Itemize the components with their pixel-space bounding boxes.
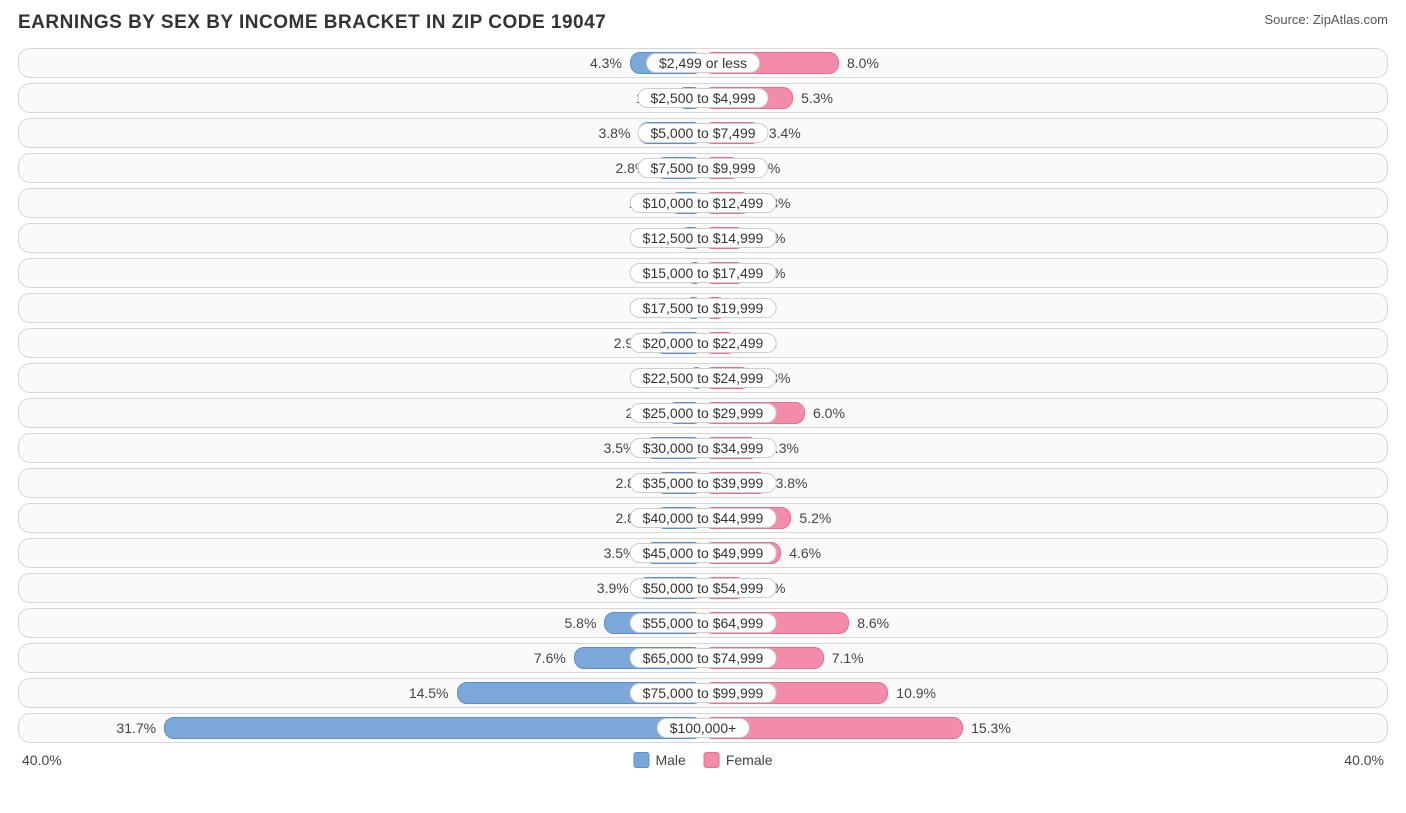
legend-male-label: Male bbox=[655, 752, 685, 768]
female-pct-label: 4.6% bbox=[789, 545, 821, 561]
bracket-label: $5,000 to $7,499 bbox=[637, 123, 768, 143]
female-pct-label: 5.3% bbox=[801, 90, 833, 106]
female-pct-label: 10.9% bbox=[896, 685, 936, 701]
chart-row: 1.4%2.5%$12,500 to $14,999 bbox=[18, 223, 1388, 253]
chart-row: 5.8% 8.6% $55,000 to $64,999 bbox=[18, 608, 1388, 638]
chart-row: 1.6%5.3%$2,500 to $4,999 bbox=[18, 83, 1388, 113]
female-pct-label: 8.6% bbox=[857, 615, 889, 631]
female-pct-label: 3.4% bbox=[769, 125, 801, 141]
chart-row: 2.2%6.0%$25,000 to $29,999 bbox=[18, 398, 1388, 428]
chart-row: 3.8% 3.4%$5,000 to $7,499 bbox=[18, 118, 1388, 148]
female-pct-label: 7.1% bbox=[832, 650, 864, 666]
axis-max-right: 40.0% bbox=[1344, 752, 1384, 768]
bracket-label: $65,000 to $74,999 bbox=[630, 648, 777, 668]
legend-female-label: Female bbox=[726, 752, 773, 768]
chart-footer: 40.0% Male Female 40.0% bbox=[18, 749, 1388, 771]
bracket-label: $30,000 to $34,999 bbox=[630, 438, 777, 458]
bracket-label: $15,000 to $17,499 bbox=[630, 263, 777, 283]
male-bar bbox=[164, 717, 703, 739]
chart-title: EARNINGS BY SEX BY INCOME BRACKET IN ZIP… bbox=[18, 12, 606, 34]
chart-row: 7.6% 7.1% $65,000 to $74,999 bbox=[18, 643, 1388, 673]
legend-male: Male bbox=[633, 752, 685, 768]
male-pct-label: 31.7% bbox=[116, 720, 156, 736]
chart-row: 3.5%4.6%$45,000 to $49,999 bbox=[18, 538, 1388, 568]
bracket-label: $35,000 to $39,999 bbox=[630, 473, 777, 493]
bracket-label: $45,000 to $49,999 bbox=[630, 543, 777, 563]
chart-row: 0.77%2.8%$22,500 to $24,999 bbox=[18, 363, 1388, 393]
chart-header: EARNINGS BY SEX BY INCOME BRACKET IN ZIP… bbox=[18, 12, 1388, 34]
male-pct-label: 3.8% bbox=[598, 125, 630, 141]
bracket-label: $22,500 to $24,999 bbox=[630, 368, 777, 388]
bracket-label: $12,500 to $14,999 bbox=[630, 228, 777, 248]
bracket-label: $20,000 to $22,499 bbox=[630, 333, 777, 353]
bracket-label: $55,000 to $64,999 bbox=[630, 613, 777, 633]
chart-row: 2.8%2.2%$7,500 to $9,999 bbox=[18, 153, 1388, 183]
male-pct-label: 14.5% bbox=[409, 685, 449, 701]
male-pct-label: 4.3% bbox=[590, 55, 622, 71]
swatch-female bbox=[704, 752, 720, 768]
chart-row: 2.8%3.8%$35,000 to $39,999 bbox=[18, 468, 1388, 498]
chart-row: 14.5% 10.9% $75,000 to $99,999 bbox=[18, 678, 1388, 708]
bracket-label: $40,000 to $44,999 bbox=[630, 508, 777, 528]
bracket-label: $7,500 to $9,999 bbox=[637, 158, 768, 178]
male-pct-label: 3.9% bbox=[597, 580, 629, 596]
chart-row: 3.5%3.3%$30,000 to $34,999 bbox=[18, 433, 1388, 463]
legend: Male Female bbox=[633, 752, 772, 768]
chart-row: 3.9%2.5%$50,000 to $54,999 bbox=[18, 573, 1388, 603]
chart-row: 1.0%2.5%$15,000 to $17,499 bbox=[18, 258, 1388, 288]
swatch-male bbox=[633, 752, 649, 768]
chart-row: 4.3% 8.0% $2,499 or less bbox=[18, 48, 1388, 78]
bracket-label: $2,499 or less bbox=[646, 53, 760, 73]
bracket-label: $2,500 to $4,999 bbox=[637, 88, 768, 108]
chart-area: 4.3%8.0%$2,499 or less1.6%5.3%$2,500 to … bbox=[18, 48, 1388, 743]
female-pct-label: 15.3% bbox=[971, 720, 1011, 736]
female-pct-label: 3.8% bbox=[776, 475, 808, 491]
chart-row: 31.7% 15.3% $100,000+ bbox=[18, 713, 1388, 743]
bracket-label: $17,500 to $19,999 bbox=[630, 298, 777, 318]
chart-row: 2.8%5.2%$40,000 to $44,999 bbox=[18, 503, 1388, 533]
male-pct-label: 7.6% bbox=[534, 650, 566, 666]
bracket-label: $75,000 to $99,999 bbox=[630, 683, 777, 703]
bracket-label: $25,000 to $29,999 bbox=[630, 403, 777, 423]
bracket-label: $10,000 to $12,499 bbox=[630, 193, 777, 213]
female-pct-label: 6.0% bbox=[813, 405, 845, 421]
axis-max-left: 40.0% bbox=[22, 752, 62, 768]
female-pct-label: 5.2% bbox=[799, 510, 831, 526]
legend-female: Female bbox=[704, 752, 773, 768]
bracket-label: $50,000 to $54,999 bbox=[630, 578, 777, 598]
chart-source: Source: ZipAtlas.com bbox=[1264, 12, 1388, 27]
bracket-label: $100,000+ bbox=[657, 718, 750, 738]
female-pct-label: 8.0% bbox=[847, 55, 879, 71]
chart-row: 2.0%2.8%$10,000 to $12,499 bbox=[18, 188, 1388, 218]
chart-row: 2.9%2.0%$20,000 to $22,499 bbox=[18, 328, 1388, 358]
male-pct-label: 5.8% bbox=[564, 615, 596, 631]
chart-row: 1.1%1.4%$17,500 to $19,999 bbox=[18, 293, 1388, 323]
